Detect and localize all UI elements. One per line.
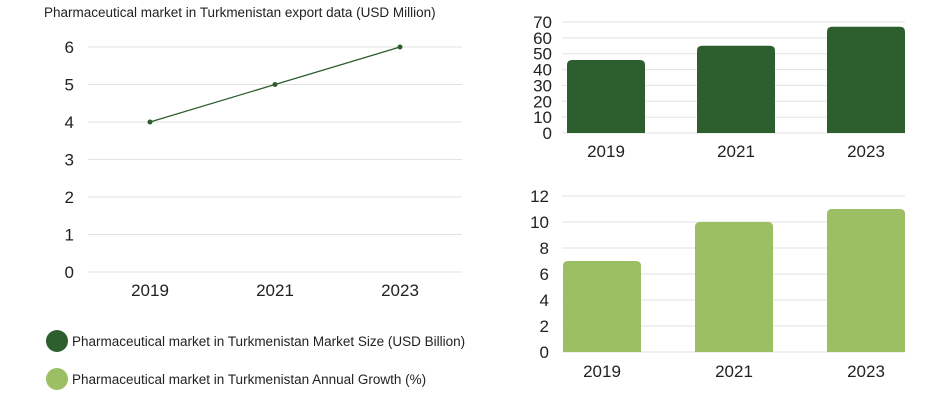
growth-x-tick-label: 2023 <box>847 362 885 381</box>
legend-label-market-size: Pharmaceutical market in Turkmenistan Ma… <box>72 333 466 349</box>
legend-item-annual-growth: Pharmaceutical market in Turkmenistan An… <box>46 368 426 390</box>
growth-y-tick-label: 12 <box>530 187 549 206</box>
growth-x-tick-label: 2019 <box>583 362 621 381</box>
line-x-tick-label: 2019 <box>131 281 169 300</box>
market-size-y-tick-label: 0 <box>543 124 552 143</box>
market-size-y-tick-label: 30 <box>533 76 552 95</box>
market-size-y-tick-label: 40 <box>533 61 552 80</box>
growth-y-tick-label: 4 <box>540 291 549 310</box>
legend-swatch-light-green <box>46 368 68 390</box>
growth-y-tick-label: 8 <box>540 239 549 258</box>
growth-bar <box>827 209 905 352</box>
market-size-bar <box>567 60 645 133</box>
market-size-bar <box>827 26 905 134</box>
line-x-tick-label: 2021 <box>256 281 294 300</box>
line-y-tick-label: 2 <box>65 188 74 207</box>
legend-label-annual-growth: Pharmaceutical market in Turkmenistan An… <box>72 371 427 387</box>
growth-y-tick-label: 6 <box>540 265 549 284</box>
market-size-x-tick-label: 2021 <box>717 142 755 161</box>
line-y-tick-label: 0 <box>65 263 74 282</box>
market-size-y-tick-label: 50 <box>533 45 552 64</box>
export-data-point <box>397 44 403 50</box>
growth-y-tick-label: 0 <box>540 343 549 362</box>
export-data-point <box>272 82 278 87</box>
export-data-point <box>147 119 153 125</box>
line-chart-title: Pharmaceutical market in Turkmenistan ex… <box>44 5 436 20</box>
market-size-y-tick-label: 70 <box>533 13 552 32</box>
market-size-bar <box>697 45 775 133</box>
market-size-y-tick-label: 20 <box>533 92 552 111</box>
growth-y-tick-label: 10 <box>530 213 549 232</box>
growth-bar <box>563 261 641 352</box>
market-size-x-tick-label: 2023 <box>847 142 885 161</box>
line-y-tick-label: 1 <box>65 226 74 245</box>
line-y-tick-label: 6 <box>65 38 74 57</box>
growth-bar-chart: 0 2 4 6 8 10 12 2019 2021 2023 <box>530 187 905 381</box>
market-size-y-tick-label: 60 <box>533 29 552 48</box>
market-size-y-tick-label: 10 <box>533 108 552 127</box>
growth-bar <box>695 222 773 352</box>
growth-x-tick-label: 2021 <box>715 362 753 381</box>
legend-item-market-size: Pharmaceutical market in Turkmenistan Ma… <box>46 330 465 352</box>
line-x-tick-label: 2023 <box>381 281 419 300</box>
market-size-x-tick-label: 2019 <box>587 142 625 161</box>
export-line-chart: 0 1 2 3 4 5 6 2019 2021 2023 <box>65 38 462 300</box>
legend-swatch-dark-green <box>46 330 68 352</box>
line-y-tick-label: 5 <box>65 76 74 95</box>
line-y-tick-label: 4 <box>65 113 74 132</box>
line-y-tick-label: 3 <box>65 151 74 170</box>
growth-y-tick-label: 2 <box>540 317 549 336</box>
